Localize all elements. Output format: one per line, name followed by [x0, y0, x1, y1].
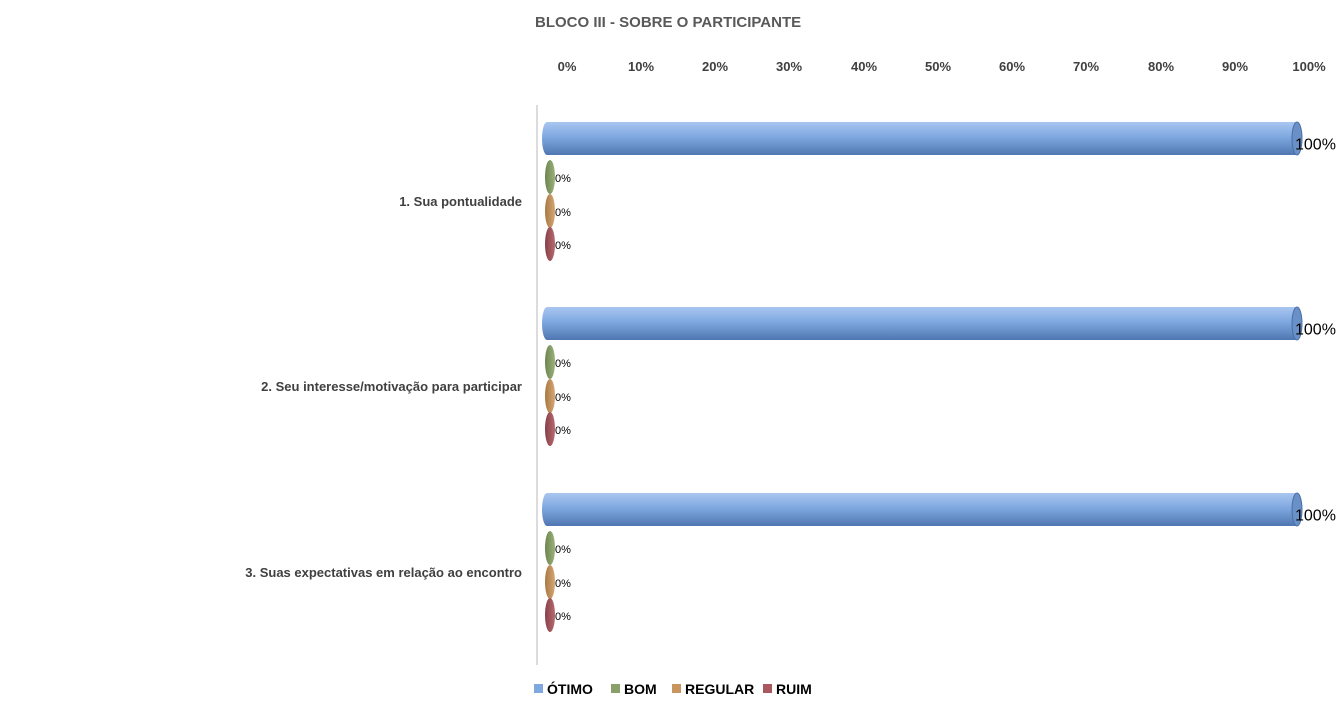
- data-label: 0%: [555, 240, 571, 252]
- bar-ruim: [545, 598, 555, 632]
- data-label: 100%: [1295, 508, 1336, 525]
- data-label: 0%: [555, 358, 571, 370]
- category-label: 2. Seu interesse/motivação para particip…: [261, 379, 522, 394]
- legend-label: BOM: [624, 681, 657, 697]
- bar-ótimo: [542, 306, 1303, 341]
- x-tick-label: 100%: [1292, 59, 1326, 74]
- x-tick-label: 40%: [851, 59, 877, 74]
- bar-ótimo: [542, 492, 1303, 527]
- x-tick-label: 20%: [702, 59, 728, 74]
- bar-bom: [545, 160, 555, 194]
- legend-swatch: [763, 684, 772, 693]
- bar-bom: [545, 531, 555, 565]
- legend-swatch: [611, 684, 620, 693]
- category-label: 1. Sua pontualidade: [399, 194, 522, 209]
- data-label: 0%: [555, 392, 571, 404]
- data-label: 0%: [555, 611, 571, 623]
- legend-item: RUIM: [763, 681, 812, 697]
- legend-label: REGULAR: [685, 681, 754, 697]
- x-tick-label: 80%: [1148, 59, 1174, 74]
- x-tick-label: 0%: [558, 59, 577, 74]
- bar-ruim: [545, 227, 555, 261]
- x-tick-label: 30%: [776, 59, 802, 74]
- bar-ótimo: [542, 121, 1303, 156]
- bar-ruim: [545, 412, 555, 446]
- x-tick-label: 70%: [1073, 59, 1099, 74]
- data-label: 0%: [555, 173, 571, 185]
- bar-regular: [545, 565, 555, 599]
- legend-label: RUIM: [776, 681, 812, 697]
- data-label: 0%: [555, 578, 571, 590]
- x-tick-label: 10%: [628, 59, 654, 74]
- x-tick-label: 50%: [925, 59, 951, 74]
- x-tick-label: 90%: [1222, 59, 1248, 74]
- legend-item: ÓTIMO: [534, 680, 593, 697]
- bar-bom: [545, 345, 555, 379]
- data-label: 0%: [555, 425, 571, 437]
- data-label: 100%: [1295, 137, 1336, 154]
- data-label: 0%: [555, 207, 571, 219]
- bar-regular: [545, 194, 555, 228]
- legend: ÓTIMO BOM REGULAR RUIM: [534, 680, 812, 697]
- legend-item: BOM: [611, 681, 657, 697]
- x-tick-label: 60%: [999, 59, 1025, 74]
- data-label: 100%: [1295, 322, 1336, 339]
- legend-item: REGULAR: [672, 681, 754, 697]
- chart-title: BLOCO III - SOBRE O PARTICIPANTE: [535, 14, 801, 31]
- bar-regular: [545, 379, 555, 413]
- legend-label: ÓTIMO: [547, 680, 593, 697]
- category-label: 3. Suas expectativas em relação ao encon…: [245, 565, 522, 580]
- data-label: 0%: [555, 544, 571, 556]
- legend-swatch: [534, 684, 543, 693]
- legend-swatch: [672, 684, 681, 693]
